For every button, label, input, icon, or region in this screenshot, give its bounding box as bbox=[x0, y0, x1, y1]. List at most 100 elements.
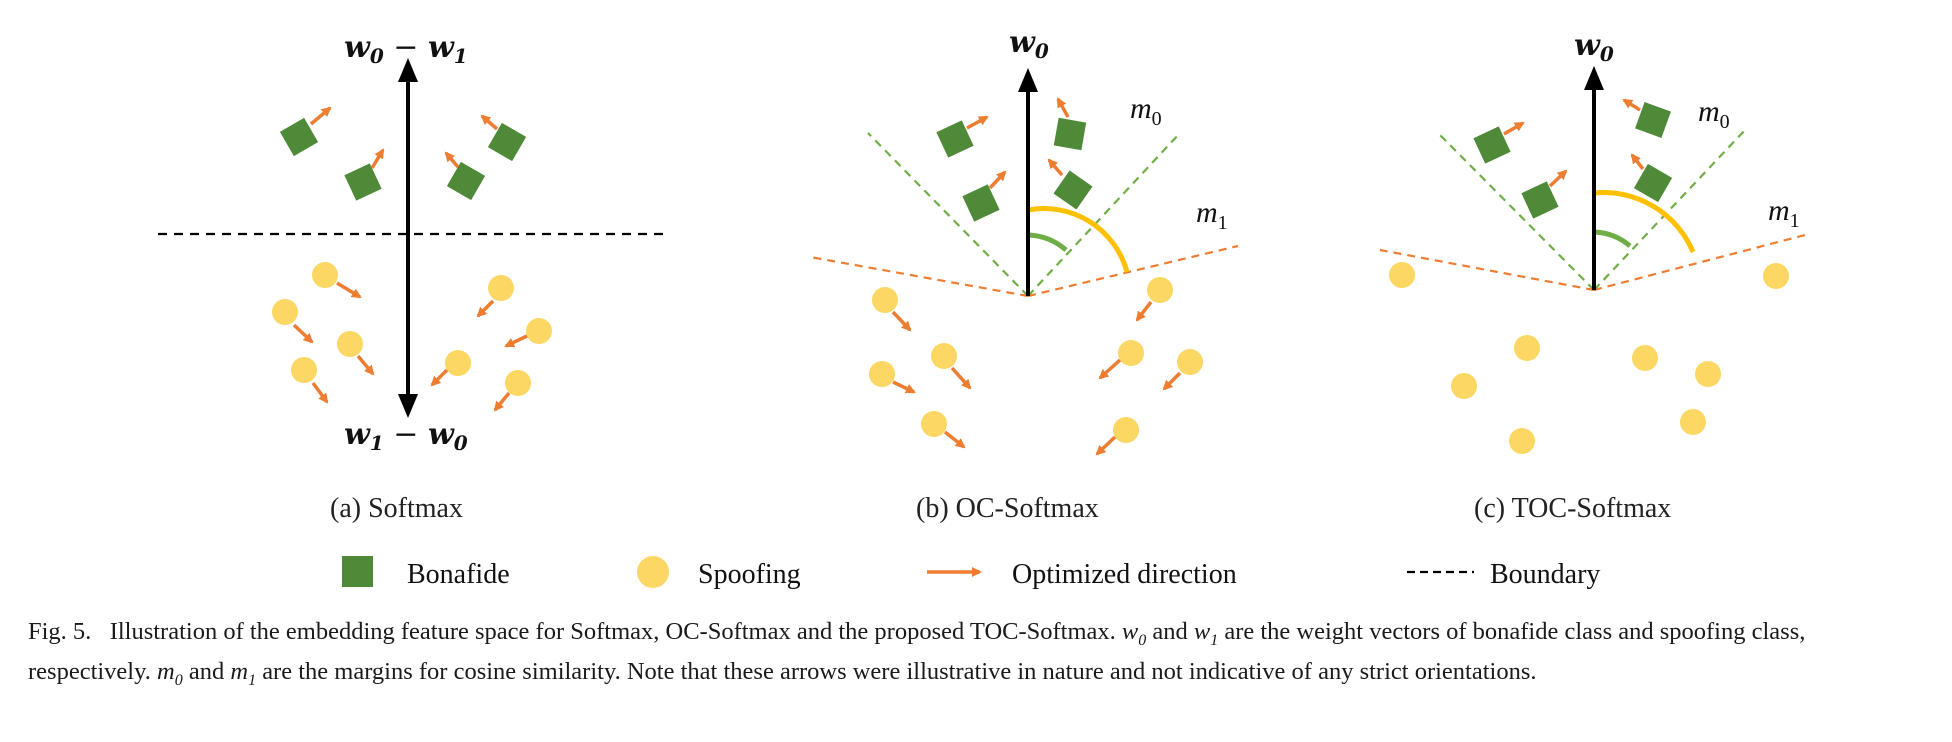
optimized-direction-arrow bbox=[370, 148, 385, 169]
optimized-direction-arrow bbox=[1047, 158, 1064, 177]
spoofing-sample bbox=[1451, 373, 1477, 399]
optimized-direction-arrow bbox=[1162, 371, 1182, 391]
figure-caption: Fig. 5. Illustration of the embedding fe… bbox=[28, 616, 1928, 696]
spoofing-sample bbox=[1177, 349, 1203, 375]
legend-optimized-label: Optimized direction bbox=[1012, 559, 1237, 590]
bonafide-sample bbox=[936, 120, 974, 158]
caption-w0: w0 bbox=[1121, 618, 1147, 649]
optimized-direction-arrow bbox=[1098, 358, 1122, 380]
caption-text: and bbox=[1152, 618, 1188, 645]
margin-m1-line bbox=[809, 255, 1029, 298]
bonafide-sample bbox=[962, 184, 1000, 222]
spoofing-sample bbox=[1118, 340, 1144, 366]
caption-m1: m1 bbox=[230, 657, 257, 689]
caption-text: are the weight vectors of bonafide class… bbox=[28, 618, 1806, 685]
optimized-direction-arrow bbox=[1630, 153, 1645, 171]
spoofing-sample bbox=[1763, 263, 1789, 289]
optimized-direction-arrow bbox=[430, 368, 449, 387]
caption-label: Fig. 5. bbox=[28, 618, 92, 645]
margin-angle-arc bbox=[1027, 232, 1068, 252]
up-arrowhead-icon bbox=[398, 58, 418, 82]
spoofing-sample bbox=[312, 262, 338, 288]
spoofing-sample bbox=[1113, 417, 1139, 443]
margin-angle-arc bbox=[1027, 206, 1130, 273]
caption-text: and bbox=[188, 657, 225, 685]
up-arrowhead-icon bbox=[1584, 66, 1604, 90]
margin-m1-line bbox=[1027, 244, 1239, 298]
bonafide-sample bbox=[279, 117, 319, 157]
legend: Bonafide Spoofing Optimized direction Bo… bbox=[342, 556, 1600, 590]
bonafide-sample bbox=[446, 161, 486, 201]
margin-m0-line bbox=[1027, 132, 1181, 297]
panel-a: w0 − w1 w1 − w0 (a) Softma bbox=[158, 30, 664, 524]
caption-w1: w1 bbox=[1193, 618, 1219, 649]
optimized-direction-arrow bbox=[292, 323, 314, 344]
caption-text: Illustration of the embedding feature sp… bbox=[109, 618, 1116, 645]
optimized-direction-arrow bbox=[476, 299, 495, 318]
bonafide-sample bbox=[1473, 126, 1511, 164]
spoofing-legend-icon bbox=[637, 556, 669, 588]
optimized-direction-arrow bbox=[444, 151, 460, 169]
spoofing-sample bbox=[921, 411, 947, 437]
optimized-direction-arrow bbox=[1503, 121, 1525, 136]
legend-spoofing-label: Spoofing bbox=[698, 559, 801, 590]
optimized-direction-arrow bbox=[336, 281, 362, 299]
panel-caption: (a) Softmax bbox=[330, 493, 463, 524]
bonafide-sample bbox=[1635, 102, 1671, 138]
m1-label: m1 bbox=[1768, 194, 1800, 232]
panel-caption: (b) OC-Softmax bbox=[916, 493, 1099, 524]
legend-boundary-label: Boundary bbox=[1490, 559, 1600, 590]
spoofing-sample bbox=[1147, 277, 1173, 303]
w0-vector-label: w0 bbox=[1574, 28, 1614, 66]
spoofing-sample bbox=[1509, 428, 1535, 454]
down-arrowhead-icon bbox=[398, 394, 418, 418]
margin-m0-line bbox=[1593, 129, 1746, 291]
spoofing-sample bbox=[505, 370, 531, 396]
spoofing-sample bbox=[1514, 335, 1540, 361]
margin-angle-arc bbox=[1593, 229, 1632, 248]
spoofing-sample bbox=[931, 343, 957, 369]
optimized-direction-arrow bbox=[1056, 97, 1070, 118]
spoofing-sample bbox=[445, 350, 471, 376]
panel-c: w0 m0 m1 (c) TOC-Softmax bbox=[1379, 28, 1806, 524]
m1-label: m1 bbox=[1196, 196, 1228, 234]
bonafide-sample bbox=[344, 163, 382, 201]
optimized-direction-arrow bbox=[950, 366, 972, 390]
spoofing-sample bbox=[488, 275, 514, 301]
caption-m0: m0 bbox=[157, 657, 183, 689]
bonafide-sample bbox=[1053, 170, 1093, 210]
optimized-direction-arrow bbox=[1095, 435, 1117, 456]
optimized-direction-arrow bbox=[988, 170, 1007, 190]
optimized-direction-arrow bbox=[892, 380, 916, 394]
bonafide-sample bbox=[487, 122, 527, 162]
top-vector-label: w0 − w1 bbox=[344, 30, 468, 68]
spoofing-sample bbox=[337, 331, 363, 357]
caption-text: are the margins for cosine similarity. N… bbox=[262, 657, 1537, 685]
spoofing-sample bbox=[869, 361, 895, 387]
panel-b: w0 m0 m1 (b) OC-Softmax bbox=[809, 25, 1239, 524]
bottom-vector-label: w1 − w0 bbox=[344, 417, 468, 455]
spoofing-sample bbox=[1695, 361, 1721, 387]
optimized-direction-arrow bbox=[493, 391, 511, 412]
bonafide-sample bbox=[1053, 117, 1087, 151]
optimized-direction-arrow bbox=[309, 106, 332, 126]
spoofing-sample bbox=[1632, 345, 1658, 371]
w0-vector-label: w0 bbox=[1009, 25, 1049, 63]
bonafide-sample bbox=[1633, 163, 1673, 203]
spoofing-sample bbox=[1389, 262, 1415, 288]
optimized-direction-arrow bbox=[480, 114, 499, 131]
m0-label: m0 bbox=[1130, 92, 1162, 130]
optimized-direction-arrow bbox=[891, 310, 912, 332]
optimized-direction-arrow bbox=[311, 381, 329, 404]
margin-m0-line bbox=[867, 132, 1029, 297]
spoofing-sample bbox=[872, 287, 898, 313]
spoofing-sample bbox=[291, 357, 317, 383]
optimized-direction-arrow bbox=[966, 115, 989, 130]
spoofing-sample bbox=[526, 318, 552, 344]
optimized-direction-arrow bbox=[356, 354, 375, 376]
margin-angle-arc bbox=[1593, 190, 1696, 253]
up-arrowhead-icon bbox=[1018, 68, 1038, 92]
optimized-direction-arrow bbox=[1135, 300, 1153, 322]
m0-label: m0 bbox=[1698, 95, 1730, 133]
